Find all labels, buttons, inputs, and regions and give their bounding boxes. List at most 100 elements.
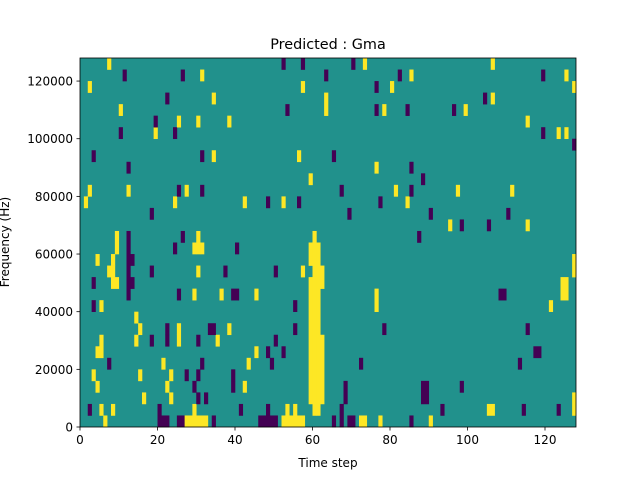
heatmap-cell <box>169 392 174 405</box>
heatmap-cell <box>393 184 399 197</box>
heatmap-cell <box>184 369 189 382</box>
heatmap-cell <box>409 69 414 82</box>
heatmap-cell <box>506 207 511 220</box>
heatmap-cell <box>273 265 278 278</box>
heatmap-cell <box>409 184 414 197</box>
heatmap-cell <box>486 403 495 416</box>
heatmap-cell <box>266 346 271 359</box>
x-axis-label: Time step <box>297 456 357 470</box>
heatmap-cell <box>428 207 433 220</box>
heatmap-cell <box>331 150 337 163</box>
x-axis: 0 20 40 60 80 100 120 <box>76 427 556 447</box>
heatmap-cell <box>91 277 96 289</box>
heatmap-cell <box>231 288 240 301</box>
heatmap-cell <box>200 242 205 255</box>
heatmap-cell <box>196 392 201 405</box>
heatmap-cell <box>421 380 430 405</box>
heatmap-cell <box>95 254 100 266</box>
heatmap-cell <box>308 242 313 266</box>
heatmap-cell <box>541 69 546 82</box>
heatmap-cell <box>95 346 104 359</box>
axes-frame <box>79 57 577 428</box>
heatmap-cell <box>95 380 100 393</box>
heatmap-cell <box>258 415 278 428</box>
heatmap-cell <box>219 288 224 301</box>
heatmap-cell <box>486 219 492 232</box>
heatmap-cell <box>417 230 422 243</box>
heatmap-cell <box>192 403 197 416</box>
heatmap-cell <box>87 184 92 197</box>
plot-area <box>79 57 577 428</box>
heatmap-cell <box>134 334 139 347</box>
heatmap-cell <box>564 69 569 82</box>
heatmap-cell <box>521 403 526 416</box>
heatmap-cell <box>324 92 329 116</box>
heatmap-cell <box>157 415 170 428</box>
y-tick-label: 100000 <box>27 132 73 146</box>
heatmap-cell <box>525 323 530 336</box>
y-tick-label: 80000 <box>35 190 73 204</box>
heatmap-cell <box>351 58 356 70</box>
heatmap-cell <box>126 161 131 174</box>
heatmap-cell <box>165 334 170 347</box>
heatmap-cell <box>525 219 530 232</box>
heatmap-cell <box>192 380 197 393</box>
heatmap-cell <box>374 81 379 93</box>
y-tick-label: 60000 <box>35 248 73 262</box>
heatmap-cell <box>483 92 488 105</box>
heatmap-cell <box>525 115 530 128</box>
heatmap-cell <box>343 380 348 405</box>
heatmap-cell <box>180 230 185 243</box>
y-tick-label: 120000 <box>27 75 73 89</box>
heatmap-cell <box>378 415 383 428</box>
heatmap-cell <box>490 92 495 105</box>
heatmap-cell <box>498 288 507 301</box>
heatmap-cell <box>281 58 286 70</box>
heatmap-cell <box>541 127 546 140</box>
heatmap-cell <box>118 104 123 116</box>
heatmap-cell <box>293 300 298 312</box>
heatmap-cell <box>362 58 368 70</box>
heatmap-cell <box>83 196 89 209</box>
heatmap-cell <box>440 403 445 416</box>
heatmap-cell <box>107 357 112 370</box>
heatmap-cell <box>266 196 271 209</box>
heatmap-cell <box>320 265 325 289</box>
heatmap-cell <box>196 265 201 278</box>
heatmap-cell <box>126 230 131 301</box>
x-tick-label: 0 <box>76 433 84 447</box>
heatmap-cell <box>347 207 352 220</box>
y-tick-label: 0 <box>65 421 73 435</box>
heatmap-cell <box>114 230 120 255</box>
heatmap-cell <box>281 196 286 209</box>
heatmap-cell <box>374 104 379 116</box>
heatmap-cell <box>99 334 104 347</box>
heatmap-cell <box>452 104 457 116</box>
heatmap-cell <box>238 403 244 416</box>
heatmap-cell <box>142 392 147 405</box>
heatmap-cell <box>409 415 414 428</box>
heatmap-cell <box>266 403 271 416</box>
heatmap-cell <box>165 92 170 105</box>
heatmap-cell <box>293 403 298 416</box>
heatmap-cell <box>126 184 131 197</box>
heatmap-cell <box>180 69 185 82</box>
heatmap-cell <box>231 369 236 382</box>
heatmap-cell <box>227 323 232 336</box>
heatmap-cell <box>107 58 112 70</box>
heatmap-cell <box>111 254 116 266</box>
y-tick-label: 40000 <box>35 305 73 319</box>
heatmap-cell <box>235 242 240 255</box>
heatmap-cell <box>192 242 197 255</box>
heatmap-cell <box>339 184 344 197</box>
heatmap-cell <box>316 242 321 416</box>
heatmap-cell <box>149 265 154 278</box>
x-tick-label: 100 <box>456 433 479 447</box>
heatmap-cell <box>564 127 569 140</box>
heatmap-cell <box>517 357 523 370</box>
heatmap-cell <box>184 415 209 428</box>
heatmap-cell <box>87 81 92 93</box>
heatmap-cell <box>300 58 306 70</box>
x-tick-label: 20 <box>150 433 165 447</box>
